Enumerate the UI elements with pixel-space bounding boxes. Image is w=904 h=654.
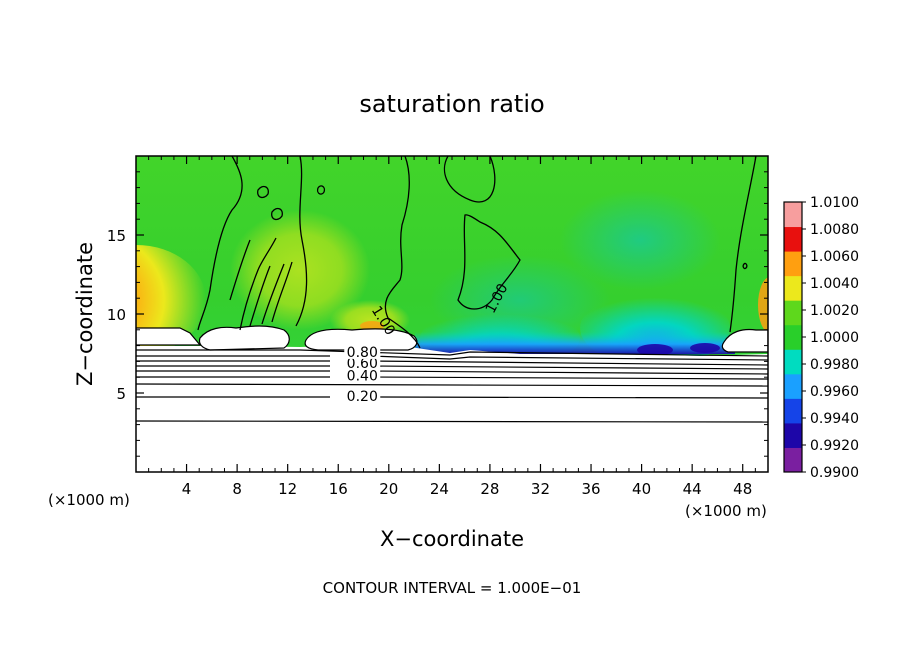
- contour-label: 0.20: [344, 388, 381, 405]
- x-tick-label: 12: [278, 480, 297, 498]
- colorbar-label: 0.9900: [810, 465, 859, 481]
- contour-0-70: [136, 360, 768, 366]
- contour-1-00-center: [295, 156, 308, 327]
- colorbar: 1.0100 1.0080 1.0060 1.0040 1.0020 1.0000 0.99…: [783, 195, 859, 481]
- contour-interval-note: CONTOUR INTERVAL = 1.000E−01: [323, 579, 582, 597]
- colorbar-label: 1.0040: [810, 276, 859, 292]
- high-saturation-region-right: [758, 277, 768, 333]
- cloud-lump-left: [136, 327, 202, 346]
- contour-1-00-mid: [384, 156, 421, 349]
- x-tick-label: 20: [379, 480, 398, 498]
- contour-small-loops: [257, 185, 748, 270]
- x-tick-label: 48: [733, 480, 752, 498]
- x-axis-unit-right: (×1000 m): [685, 502, 767, 520]
- x-axis-title: X−coordinate: [380, 527, 524, 551]
- colorbar-label: 1.0080: [810, 222, 859, 238]
- x-tick-label: 40: [632, 480, 651, 498]
- x-tick-label: 4: [182, 480, 192, 498]
- yellow-region-center: [230, 210, 370, 330]
- colorbar-swatch: [784, 300, 802, 326]
- x-tick-label: 16: [329, 480, 348, 498]
- colorbar-swatch: [784, 349, 802, 375]
- contour-0-90: [136, 349, 768, 357]
- blue-band: [415, 332, 735, 354]
- chart-title: saturation ratio: [359, 90, 544, 118]
- colorbar-swatch: [784, 398, 802, 424]
- colorbar-label: 1.0060: [810, 249, 859, 265]
- contour-0-60: [136, 365, 768, 370]
- x-tick-label: 24: [430, 480, 449, 498]
- colorbar-swatch: [784, 447, 802, 473]
- contour-lines: [197, 156, 757, 349]
- saturated-layer: [136, 346, 768, 472]
- colorbar-label: 0.9960: [810, 384, 859, 400]
- contour-0-30: [136, 383, 768, 387]
- colorbar-label: 1.0000: [810, 330, 859, 346]
- lower-contour-lines: [136, 349, 768, 423]
- colorbar-swatch: [784, 422, 802, 448]
- contour-1-00-left-plume: [197, 156, 243, 331]
- colorbar-swatch: [784, 373, 802, 399]
- colorbar-label: 0.9920: [810, 438, 859, 454]
- plot-area: 0.200.400.600.801.001.00: [136, 156, 768, 472]
- colorbar-swatch: [784, 251, 802, 277]
- y-axis-title: Z−coordinate: [73, 242, 97, 386]
- cloud-lump-2: [198, 325, 290, 351]
- x-axis: 4 8 12 16 20 24 28 32 36 40 44 48: [148, 156, 756, 498]
- y-tick-label: 15: [107, 227, 126, 245]
- teal-region-right: [560, 190, 720, 290]
- contour-1-00-far-right: [729, 156, 757, 333]
- contour-label-bg: [344, 388, 381, 404]
- colorbar-label: 0.9980: [810, 357, 859, 373]
- contour-1-00-right-lobe: [457, 214, 521, 310]
- cloud-lump-right: [721, 328, 768, 353]
- contour-label: 0.40: [344, 367, 381, 385]
- contour-0-40: [136, 376, 768, 380]
- contour-label: 0.80: [344, 343, 381, 361]
- contour-0-80: [136, 355, 768, 361]
- colorbar-swatch: [784, 202, 802, 228]
- colorbar-swatch: [784, 324, 802, 350]
- contour-0-10: [136, 420, 768, 423]
- contour-plume-wiggles: [229, 237, 293, 331]
- colorbar-swatch: [784, 275, 802, 301]
- x-tick-label: 8: [232, 480, 242, 498]
- colorbar-label: 0.9940: [810, 411, 859, 427]
- colorbar-label: 1.0020: [810, 303, 859, 319]
- y-tick-label: 5: [116, 385, 126, 403]
- y-axis: 5 10 15: [107, 171, 768, 457]
- contour-label-bg: [344, 343, 381, 359]
- colorbar-label: 1.0100: [810, 195, 859, 211]
- cloud-lump-3: [304, 328, 418, 351]
- contour-0-50: [136, 370, 768, 375]
- contour-label-text: 0.20: [347, 389, 378, 405]
- contour-label-text: 0.40: [347, 369, 378, 385]
- contour-1-00-right-dome: [443, 156, 496, 203]
- x-axis-unit-left: (×1000 m): [48, 491, 130, 509]
- contour-label-text: 0.80: [347, 345, 378, 361]
- contour-label-bg: [344, 367, 381, 383]
- x-tick-label: 36: [581, 480, 600, 498]
- x-tick-label: 44: [683, 480, 702, 498]
- colorbar-swatch: [784, 226, 802, 252]
- y-tick-label: 10: [107, 306, 126, 324]
- contour-label-text: 0.60: [347, 356, 378, 372]
- x-tick-label: 28: [480, 480, 499, 498]
- dark-blue-spot-2: [690, 343, 720, 353]
- contour-0-20: [136, 396, 768, 399]
- x-tick-label: 32: [531, 480, 550, 498]
- dark-blue-spot: [637, 344, 673, 356]
